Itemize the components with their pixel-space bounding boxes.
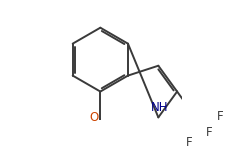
Text: F: F	[186, 136, 193, 149]
Text: F: F	[206, 126, 212, 139]
Text: O: O	[90, 111, 99, 124]
Text: NH: NH	[151, 101, 168, 114]
Text: F: F	[216, 111, 223, 124]
